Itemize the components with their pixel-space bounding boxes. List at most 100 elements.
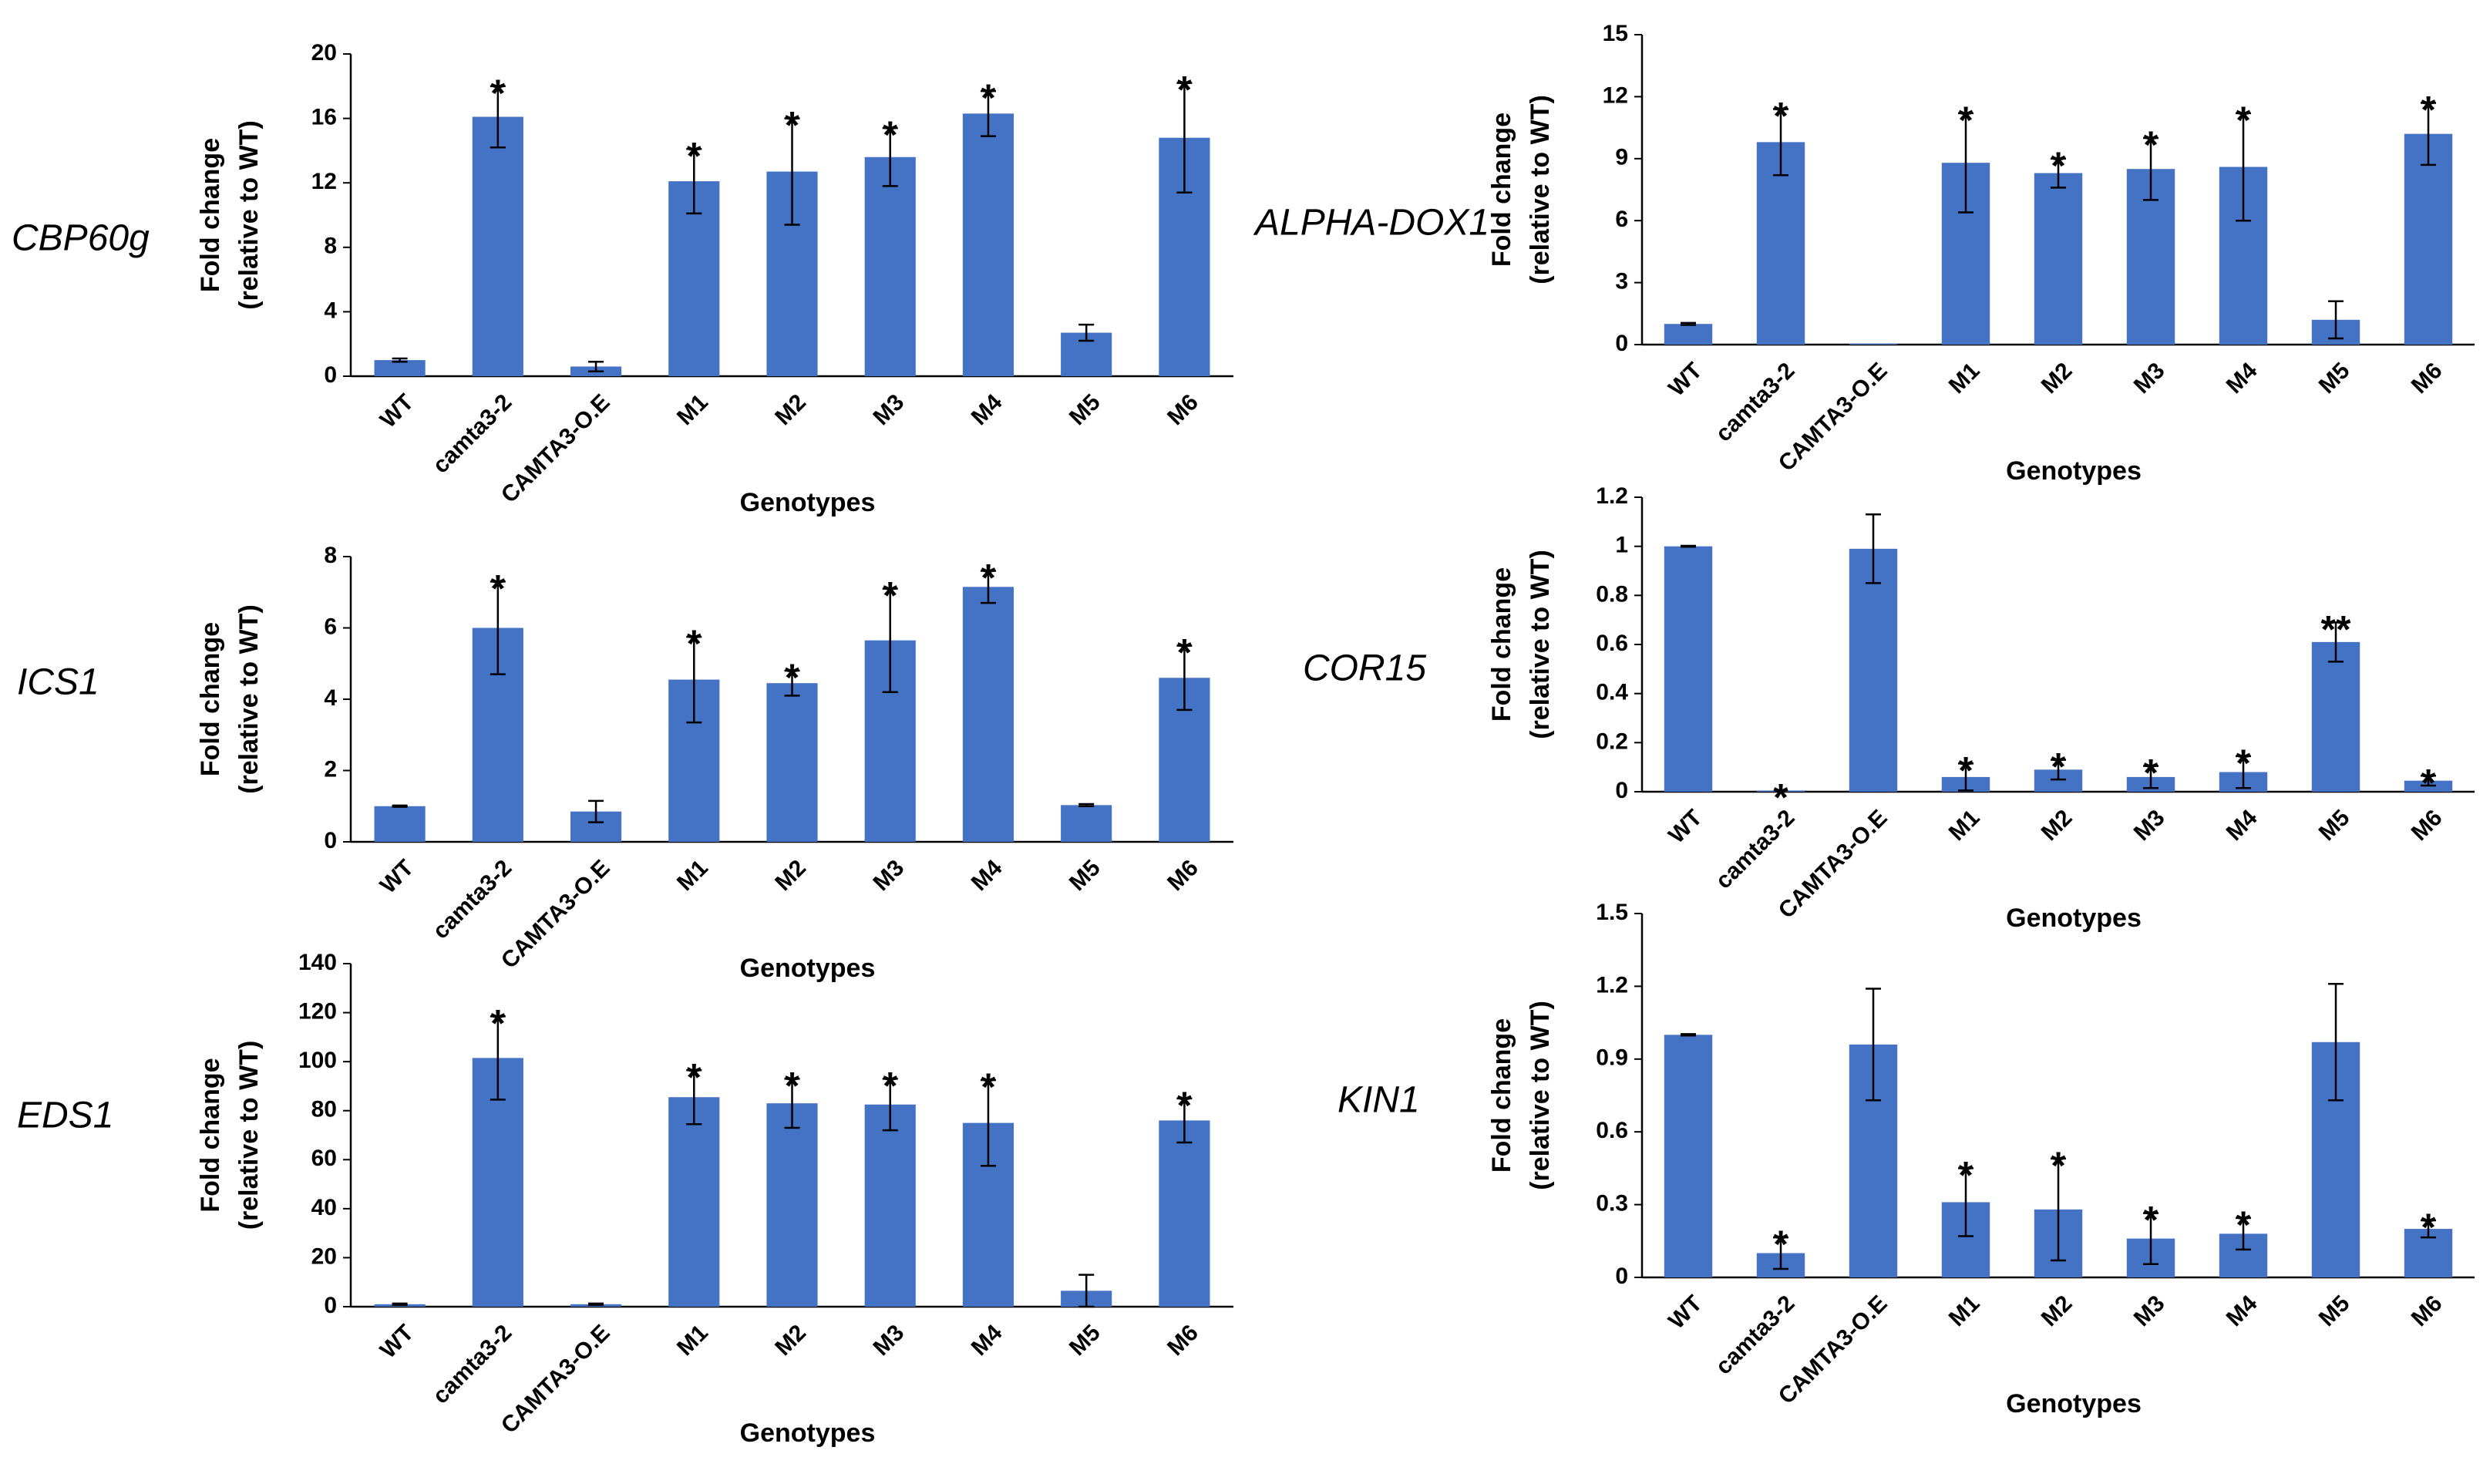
bar-m5 — [1061, 805, 1112, 842]
y-axis-label: (relative to WT) — [234, 604, 264, 794]
y-axis-label: (relative to WT) — [234, 120, 264, 310]
y-tick-label: 4 — [324, 298, 337, 323]
y-tick-label: 8 — [324, 543, 337, 568]
x-category-label: WT — [1664, 1291, 1707, 1334]
y-tick-label: 1 — [1615, 533, 1628, 558]
x-category-label: M5 — [2314, 1291, 2355, 1331]
x-category-label: WT — [1664, 805, 1707, 848]
y-tick-label: 1.5 — [1596, 900, 1628, 925]
y-tick-label: 0 — [1615, 1264, 1628, 1289]
significance-marker: * — [490, 72, 506, 115]
bar-m6 — [1159, 1120, 1210, 1307]
y-axis-label: Fold change — [196, 138, 225, 292]
x-category-label: M2 — [770, 389, 811, 430]
significance-marker: * — [687, 1055, 702, 1099]
y-axis-label: Fold change — [196, 1058, 225, 1212]
significance-marker: * — [2051, 144, 2066, 187]
y-axis-label: (relative to WT) — [1526, 1001, 1555, 1190]
bar-m6 — [2404, 133, 2453, 345]
significance-marker: * — [883, 113, 898, 156]
gene-label: ICS1 — [17, 662, 99, 703]
bar-m3 — [864, 1104, 916, 1307]
significance-marker: * — [1773, 1223, 1788, 1266]
bar-wt — [1664, 546, 1713, 792]
y-axis-label: (relative to WT) — [1526, 95, 1555, 284]
x-category-label: M4 — [2222, 1291, 2263, 1331]
significance-marker: * — [2236, 1203, 2251, 1247]
x-category-label: M3 — [2129, 358, 2170, 399]
x-axis-label: Genotypes — [740, 1418, 876, 1448]
bar-m2 — [766, 1103, 818, 1307]
y-tick-label: 40 — [311, 1195, 337, 1220]
x-category-label: M1 — [672, 855, 713, 896]
chart-panel-cor15: COR15 Fold change (relative to WT) 0 0.2 0.4 0… — [1303, 483, 2475, 933]
x-category-label: M2 — [2037, 1291, 2078, 1331]
significance-marker: * — [2051, 745, 2066, 789]
x-category-label: M6 — [1163, 1320, 1203, 1361]
x-category-label: M3 — [868, 1320, 909, 1361]
x-category-label: M5 — [1065, 389, 1105, 430]
x-category-label: M6 — [2407, 1291, 2448, 1331]
significance-marker: * — [2236, 742, 2251, 785]
bar-m2 — [2034, 173, 2083, 345]
gene-label: ALPHA-DOX1 — [1253, 203, 1489, 244]
y-tick-label: 0 — [324, 362, 337, 388]
chart-panel-eds1: EDS1 Fold change (relative to WT) 0 20 40 60 80… — [17, 950, 1233, 1448]
bar-wt — [1664, 324, 1713, 345]
significance-marker: * — [785, 104, 800, 147]
significance-marker: * — [1177, 1084, 1193, 1127]
significance-marker: * — [1177, 631, 1193, 675]
significance-marker: * — [687, 622, 702, 665]
significance-marker: * — [2421, 761, 2436, 804]
y-tick-label: 16 — [311, 105, 337, 130]
y-tick-label: 0 — [1615, 778, 1628, 803]
y-axis-label: Fold change — [196, 622, 225, 776]
y-tick-label: 15 — [1603, 21, 1628, 46]
x-category-label: M2 — [2037, 805, 2078, 846]
x-category-label: M2 — [2037, 358, 2078, 399]
significance-marker: * — [2421, 88, 2436, 131]
y-tick-label: 8 — [324, 234, 337, 259]
x-category-label: M6 — [2407, 805, 2448, 846]
y-axis-label: Fold change — [1487, 1018, 1516, 1173]
x-category-label: WT — [375, 1320, 419, 1363]
significance-marker: * — [2143, 752, 2159, 795]
bar-camta3-2 — [1756, 790, 1805, 792]
y-tick-label: 6 — [324, 614, 337, 639]
bar-m1 — [668, 1097, 720, 1307]
x-category-label: M1 — [1944, 805, 1985, 846]
y-tick-label: 60 — [311, 1146, 337, 1171]
x-category-label: M1 — [1944, 1291, 1985, 1331]
gene-label: COR15 — [1303, 648, 1426, 689]
y-tick-label: 20 — [311, 40, 337, 66]
y-tick-label: 3 — [1615, 269, 1628, 294]
x-category-label: M4 — [2222, 805, 2263, 846]
y-axis-label: (relative to WT) — [1526, 550, 1555, 739]
significance-marker: * — [981, 76, 996, 119]
x-category-label: M5 — [1065, 1320, 1105, 1361]
y-tick-label: 0.4 — [1596, 680, 1628, 705]
x-category-label: M2 — [770, 855, 811, 896]
x-axis-label: Genotypes — [2006, 904, 2142, 933]
bar-wt — [374, 360, 426, 376]
significance-marker: * — [785, 1064, 800, 1107]
y-tick-label: 12 — [311, 169, 337, 194]
x-category-label: camta3-2 — [1711, 358, 1799, 446]
bar-m2 — [766, 683, 818, 842]
significance-marker: * — [490, 1001, 506, 1045]
significance-marker: * — [883, 1064, 898, 1107]
x-axis-label: Genotypes — [2006, 1389, 2142, 1418]
y-tick-label: 120 — [298, 998, 337, 1024]
y-tick-label: 4 — [324, 685, 337, 711]
significance-marker: * — [687, 134, 702, 177]
x-axis-label: Genotypes — [2006, 456, 2142, 486]
significance-marker: * — [2051, 1144, 2066, 1187]
y-tick-label: 0.3 — [1596, 1191, 1628, 1216]
bar-m3 — [864, 156, 916, 376]
y-axis-label: (relative to WT) — [234, 1041, 264, 1230]
significance-marker: * — [1958, 749, 1973, 792]
x-category-label: M3 — [868, 855, 909, 896]
gene-label: EDS1 — [17, 1095, 113, 1136]
y-tick-label: 100 — [298, 1048, 337, 1073]
x-category-label: WT — [375, 389, 419, 432]
